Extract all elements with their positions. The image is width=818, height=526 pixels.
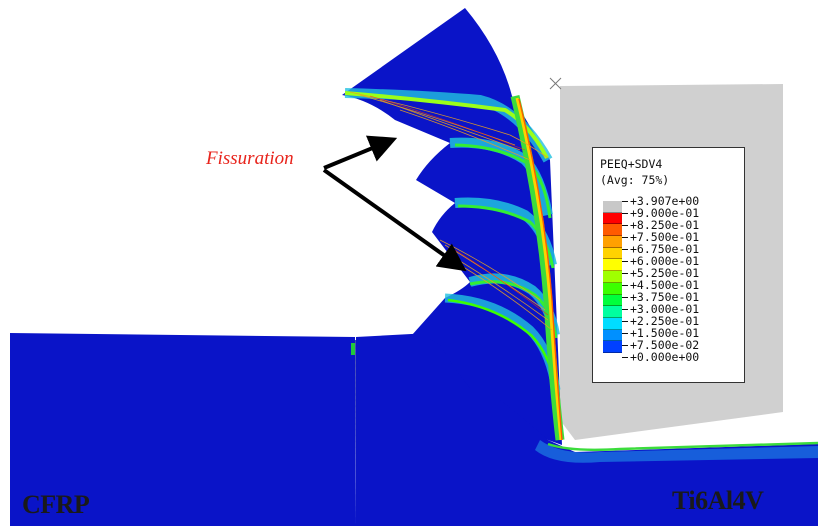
legend-swatch	[603, 341, 622, 353]
legend-value: +8.250e-01	[622, 219, 699, 231]
legend-values: +3.907e+00 +9.000e-01 +8.250e-01 +7.500e-01…	[622, 195, 699, 363]
legend-value: +3.907e+00	[622, 195, 699, 207]
tool-corner-mark	[549, 77, 562, 90]
legend-swatch	[603, 329, 622, 342]
legend-value: +7.500e-02	[622, 339, 699, 351]
fissuration-label: Fissuration	[206, 148, 294, 169]
legend-swatch	[603, 306, 622, 318]
cfrp-label: CFRP	[22, 490, 90, 519]
serrated-chip	[342, 8, 565, 445]
legend-value: +4.500e-01	[622, 279, 699, 291]
legend-swatch	[603, 271, 622, 283]
legend-swatch	[603, 282, 622, 295]
legend-value: +5.250e-01	[622, 267, 699, 279]
legend-value: +3.750e-01	[622, 291, 699, 303]
legend-value: +0.000e+00	[622, 351, 699, 363]
legend-swatch	[603, 212, 622, 225]
ti6al4v-label: Ti6Al4V	[672, 486, 764, 515]
cfrp-workpiece	[10, 333, 356, 526]
ti6al4v-workpiece	[356, 320, 818, 526]
legend-value: +6.000e-01	[622, 255, 699, 267]
legend-subtitle: (Avg: 75%)	[600, 173, 670, 187]
legend-value: +3.000e-01	[622, 303, 699, 315]
legend-value: +1.500e-01	[622, 327, 699, 339]
legend-title: PEEQ+SDV4	[600, 157, 663, 171]
fissuration-arrows	[322, 135, 467, 272]
legend-swatch	[603, 201, 622, 213]
legend-value: +2.250e-01	[622, 315, 699, 327]
legend-swatch	[603, 317, 622, 330]
legend-value: +6.750e-01	[622, 243, 699, 255]
legend-value: +9.000e-01	[622, 207, 699, 219]
legend-swatch	[603, 247, 622, 260]
legend-swatch	[603, 259, 622, 272]
legend-color-bar	[603, 201, 622, 353]
legend-value: +7.500e-01	[622, 231, 699, 243]
legend-swatch	[603, 294, 622, 307]
legend-swatch	[603, 224, 622, 237]
contour-legend: PEEQ+SDV4 (Avg: 75%) +3.907e+00 +9.000e-0…	[592, 147, 745, 383]
legend-swatch	[603, 236, 622, 248]
